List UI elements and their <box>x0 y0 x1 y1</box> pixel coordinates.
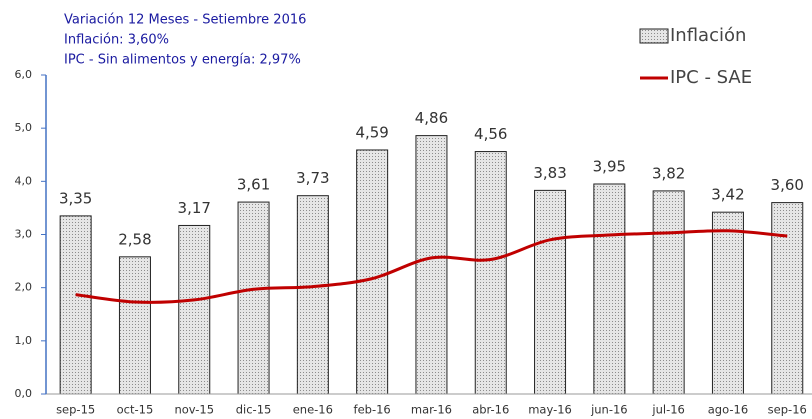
x-tick-label: abr-16 <box>472 403 509 417</box>
y-tick-label: 1,0 <box>15 334 33 347</box>
bar <box>178 224 211 395</box>
x-tick-label: ene-16 <box>293 403 333 417</box>
value-label: 3,61 <box>237 176 270 194</box>
bar <box>118 256 151 395</box>
legend-label: Inflación <box>670 25 746 46</box>
legend-swatch <box>639 28 669 44</box>
value-label: 3,83 <box>533 164 566 182</box>
value-label: 3,95 <box>593 157 626 175</box>
bar <box>534 189 567 395</box>
x-tick-label: nov-15 <box>174 403 214 417</box>
bar <box>711 211 744 395</box>
x-tick-label: sep-15 <box>56 403 95 417</box>
y-tick-label: 6,0 <box>15 68 33 81</box>
value-label: 4,86 <box>415 109 448 127</box>
value-label: 2,58 <box>118 230 151 248</box>
bar <box>296 195 329 395</box>
annotation: Inflación: 3,60% <box>64 33 169 48</box>
annotation: Variación 12 Meses - Setiembre 2016 <box>64 13 306 28</box>
value-label: 3,42 <box>711 186 744 204</box>
x-tick-label: ago-16 <box>708 403 748 417</box>
y-tick-label: 2,0 <box>15 281 33 294</box>
x-tick-label: sep-16 <box>768 403 807 417</box>
bar <box>356 149 389 395</box>
value-label: 4,59 <box>355 123 388 141</box>
x-tick-label: dic-15 <box>236 403 272 417</box>
bar <box>59 215 92 395</box>
value-label: 3,60 <box>771 176 804 194</box>
line <box>75 229 788 304</box>
x-tick-label: oct-15 <box>117 403 154 417</box>
value-label: 3,17 <box>178 199 211 217</box>
y-tick-label: 5,0 <box>15 121 33 134</box>
bar <box>652 190 685 395</box>
x-tick-label: may-16 <box>528 403 572 417</box>
annotation: IPC - Sin alimentos y energía: 2,97% <box>64 53 301 68</box>
x-tick-label: jun-16 <box>590 403 628 417</box>
x-tick-label: mar-16 <box>411 403 452 417</box>
bar <box>415 135 448 395</box>
value-label: 3,73 <box>296 169 329 187</box>
x-tick-label: jul-16 <box>651 403 684 417</box>
bar <box>237 201 270 395</box>
bar <box>474 151 507 395</box>
value-label: 3,35 <box>59 189 92 207</box>
y-tick-label: 3,0 <box>15 228 33 241</box>
value-label: 3,82 <box>652 164 685 182</box>
y-tick-label: 0,0 <box>15 387 33 400</box>
x-tick-label: feb-16 <box>354 403 391 417</box>
bar <box>593 183 626 395</box>
value-label: 4,56 <box>474 125 507 143</box>
y-tick-label: 4,0 <box>15 174 33 187</box>
bar <box>771 202 804 395</box>
legend-label: IPC - SAE <box>670 67 752 88</box>
